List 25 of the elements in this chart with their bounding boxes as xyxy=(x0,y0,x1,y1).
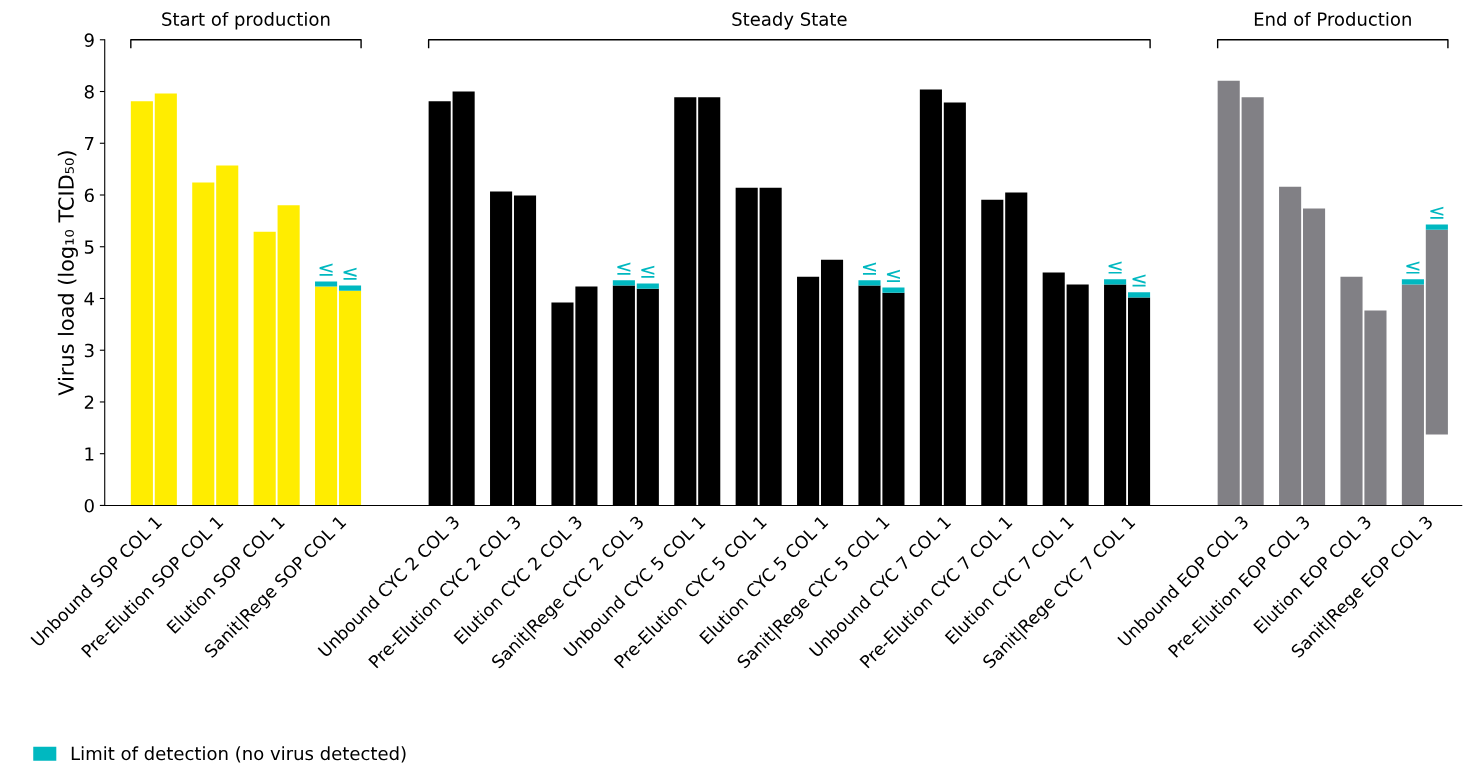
y-tick-label: 9 xyxy=(84,33,94,47)
data-label: ≤ xyxy=(1132,274,1146,287)
data-label: ≤ xyxy=(343,267,357,280)
y-tick-label: 1 xyxy=(85,447,94,461)
y-tick-label: 5 xyxy=(84,240,94,254)
text: Steady State xyxy=(732,11,847,30)
legend-label: Limit of detection (no virus detected) xyxy=(71,746,406,763)
data-label: ≤ xyxy=(886,269,900,282)
y-tick-label: 7 xyxy=(85,136,94,151)
y-tick-label: 6 xyxy=(84,188,94,203)
y-tick-label: 3 xyxy=(84,343,94,358)
data-label: ≤ xyxy=(319,263,333,276)
data-label: ≤ xyxy=(1430,206,1444,219)
data-label: ≤ xyxy=(1108,261,1122,274)
y-tick-label: 4 xyxy=(84,292,94,306)
y-tick-label: 2 xyxy=(84,395,94,409)
y-tick-label: 8 xyxy=(84,84,94,99)
y-tick-label: 0 xyxy=(84,498,94,513)
text: End of Production xyxy=(1254,11,1411,26)
data-label: ≤ xyxy=(1406,261,1420,274)
data-label: ≤ xyxy=(862,262,877,275)
y-axis-title: Virus load (log₁₀ TCID₅₀) xyxy=(57,151,78,396)
data-label: ≤ xyxy=(617,262,631,275)
data-label: ≤ xyxy=(641,265,655,278)
text: Start of production xyxy=(162,11,330,30)
